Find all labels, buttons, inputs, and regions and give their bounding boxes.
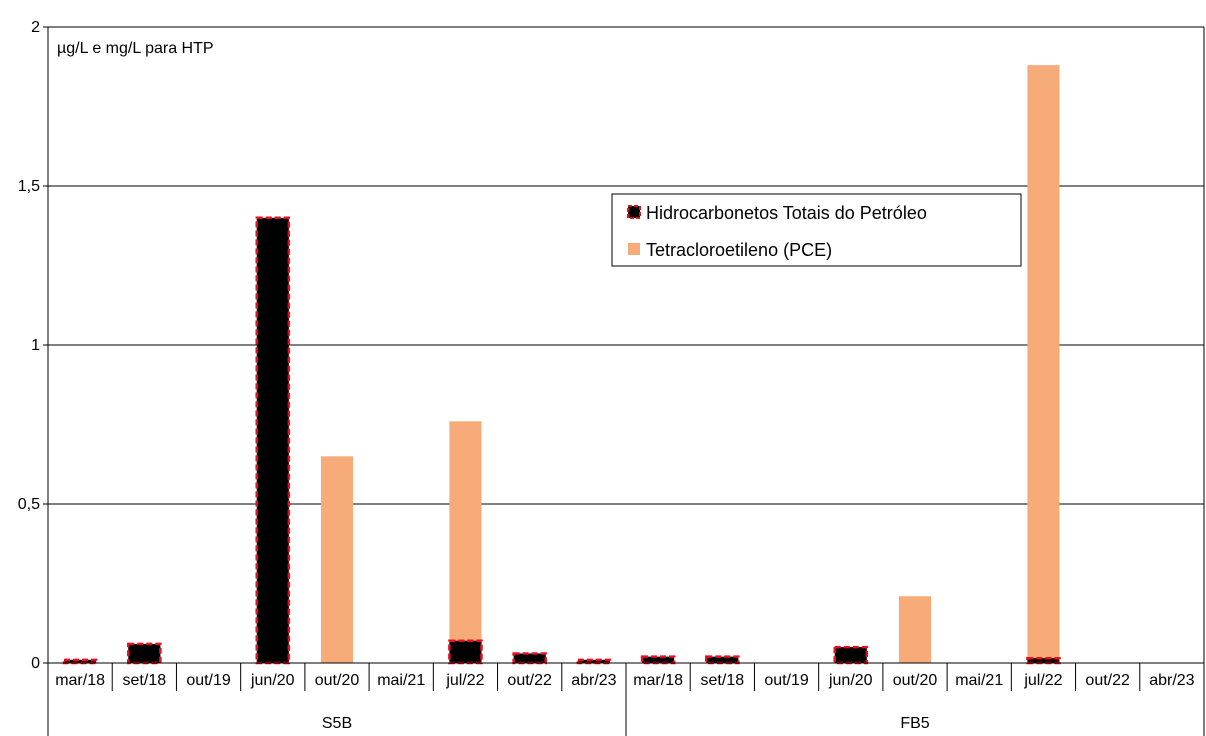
bar-htp [512,652,547,665]
x-axis: mar/18 set/18 out/19 jun/20 out/20 mai/21 jul/… [47,663,1205,736]
y-axis-ticks: 0 0,5 1 1,5 2 [18,19,48,672]
y-tick-label: 1,5 [18,178,40,195]
legend: Hidrocarbonetos Totais do Petróleo Tetra… [611,193,1022,267]
x-group-label: S5B [322,715,352,732]
unit-note: µg/L e mg/L para HTP [57,40,214,57]
x-category-label: out/20 [893,672,938,689]
bar-pce [449,421,482,663]
bar-htp [255,216,291,665]
bar-pce [898,596,932,663]
legend-swatch-pce [628,243,640,255]
y-tick-label: 1 [31,337,40,354]
legend-label-htp: Hidrocarbonetos Totais do Petróleo [646,203,927,223]
bar-htp [1026,656,1061,665]
bar-htp [640,655,676,665]
x-category-label: out/20 [315,672,360,689]
legend-swatch-htp [627,205,641,219]
x-category-label: jul/22 [445,672,484,689]
x-category-label: out/19 [186,672,231,689]
bar-htp [576,658,612,665]
x-category-label: jun/20 [250,672,295,689]
bar-htp [127,642,162,665]
x-category-label: set/18 [123,672,167,689]
x-category-label: mar/18 [633,672,683,689]
x-category-label: mai/21 [377,672,425,689]
legend-label-pce: Tetracloroetileno (PCE) [646,240,832,260]
bar-pce [1027,65,1060,663]
bar-htp [448,639,483,665]
y-tick-label: 0 [31,655,40,672]
x-category-label: set/18 [701,672,745,689]
x-category-label: out/19 [764,672,809,689]
x-category-label: out/22 [1085,672,1130,689]
x-category-label: jul/22 [1023,672,1062,689]
pce-bars [320,65,1060,663]
bar-pce [320,456,354,663]
bar-htp [833,645,869,665]
x-category-label: jun/20 [828,672,873,689]
x-category-label: mar/18 [55,672,105,689]
x-category-label: abr/23 [1149,672,1194,689]
bar-htp [62,658,98,665]
y-tick-label: 0,5 [18,496,40,513]
x-category-label: out/22 [507,672,552,689]
legend-box [611,193,1022,267]
x-category-label: abr/23 [571,672,616,689]
y-tick-label: 2 [31,19,40,36]
bar-htp [705,655,740,665]
x-category-label: mai/21 [955,672,1003,689]
x-group-label: FB5 [900,715,929,732]
htp-bars [62,216,1061,665]
